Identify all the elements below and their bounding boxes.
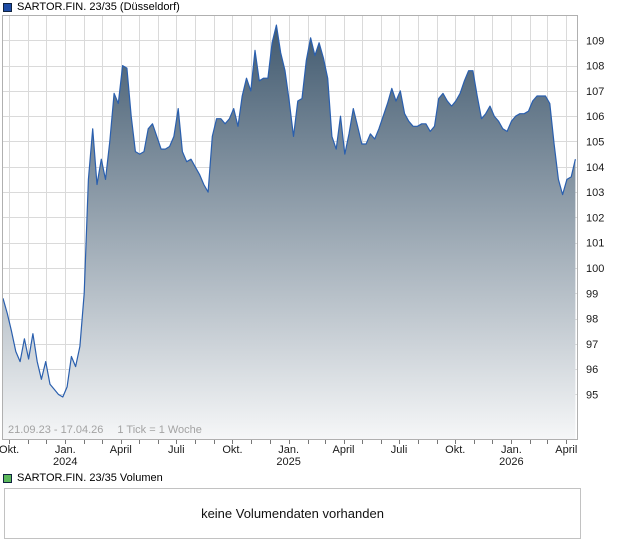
date-range-text: 21.09.23 - 17.04.26 bbox=[8, 424, 104, 436]
volume-legend: SARTOR.FIN. 23/35 Volumen bbox=[3, 472, 163, 485]
svg-text:Okt.: Okt. bbox=[0, 444, 19, 456]
svg-text:2024: 2024 bbox=[53, 456, 77, 468]
price-series-marker-icon bbox=[3, 3, 12, 12]
svg-text:103: 103 bbox=[586, 187, 604, 199]
svg-text:Jan.: Jan. bbox=[501, 444, 522, 456]
volume-empty-box: keine Volumendaten vorhanden bbox=[4, 488, 581, 539]
svg-text:Okt.: Okt. bbox=[222, 444, 242, 456]
svg-text:2025: 2025 bbox=[276, 456, 300, 468]
svg-text:107: 107 bbox=[586, 86, 604, 98]
svg-text:April: April bbox=[333, 444, 355, 456]
svg-text:Juli: Juli bbox=[391, 444, 408, 456]
svg-text:2026: 2026 bbox=[499, 456, 523, 468]
svg-text:108: 108 bbox=[586, 61, 604, 73]
svg-text:Okt.: Okt. bbox=[445, 444, 465, 456]
svg-text:95: 95 bbox=[586, 389, 598, 401]
volume-series-marker-icon bbox=[3, 474, 12, 483]
price-legend: SARTOR.FIN. 23/35 (Düsseldorf) bbox=[3, 1, 180, 14]
svg-text:April: April bbox=[110, 444, 132, 456]
svg-text:105: 105 bbox=[586, 136, 604, 148]
price-chart[interactable]: 95 96 97 98 99 100 101 102 103 104 105 106 107 108 109… bbox=[0, 0, 620, 470]
svg-text:106: 106 bbox=[586, 111, 604, 123]
svg-text:101: 101 bbox=[586, 238, 604, 250]
svg-text:100: 100 bbox=[586, 263, 604, 275]
chart-range-note: 21.09.23 - 17.04.26 1 Tick = 1 Woche bbox=[8, 424, 216, 436]
svg-text:109: 109 bbox=[586, 35, 604, 47]
tick-interval-text: 1 Tick = 1 Woche bbox=[117, 424, 202, 436]
svg-text:Jan.: Jan. bbox=[278, 444, 299, 456]
svg-text:Juli: Juli bbox=[168, 444, 185, 456]
svg-text:97: 97 bbox=[586, 339, 598, 351]
svg-text:104: 104 bbox=[586, 162, 604, 174]
price-series-title: SARTOR.FIN. 23/35 (Düsseldorf) bbox=[17, 1, 180, 13]
volume-series-title: SARTOR.FIN. 23/35 Volumen bbox=[17, 472, 163, 484]
svg-text:Jan.: Jan. bbox=[55, 444, 76, 456]
svg-text:99: 99 bbox=[586, 288, 598, 300]
svg-text:98: 98 bbox=[586, 314, 598, 326]
svg-text:96: 96 bbox=[586, 364, 598, 376]
volume-empty-message: keine Volumendaten vorhanden bbox=[201, 506, 384, 521]
svg-text:102: 102 bbox=[586, 212, 604, 224]
svg-text:April: April bbox=[555, 444, 577, 456]
